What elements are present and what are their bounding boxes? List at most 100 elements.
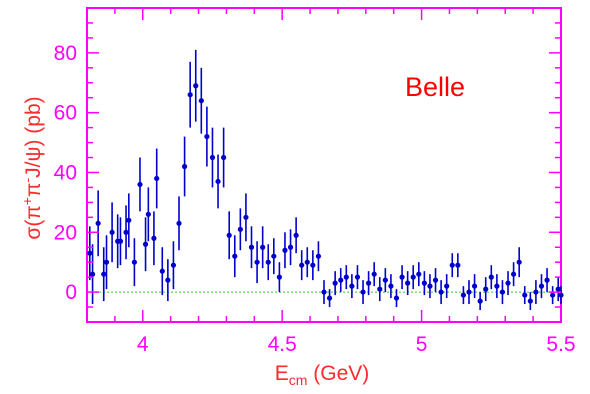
x-axis-title-rest: (GeV) bbox=[307, 362, 369, 385]
data-marker bbox=[326, 295, 333, 301]
data-marker bbox=[299, 262, 305, 268]
data-marker bbox=[187, 92, 193, 98]
data-point bbox=[522, 286, 528, 305]
data-point bbox=[101, 247, 107, 302]
data-marker bbox=[449, 262, 455, 268]
data-marker bbox=[198, 98, 204, 104]
data-marker bbox=[527, 298, 533, 304]
data-point bbox=[371, 262, 377, 287]
data-marker bbox=[388, 283, 394, 289]
data-point bbox=[366, 271, 372, 296]
data-point bbox=[338, 268, 344, 293]
data-marker bbox=[315, 253, 322, 259]
data-point bbox=[332, 271, 338, 296]
data-point bbox=[248, 226, 255, 269]
data-marker bbox=[444, 283, 450, 289]
data-marker bbox=[142, 241, 149, 247]
data-marker bbox=[416, 271, 422, 277]
data-marker bbox=[516, 259, 522, 265]
data-marker bbox=[293, 232, 299, 238]
data-marker bbox=[538, 283, 545, 289]
data-point bbox=[421, 271, 427, 296]
data-point bbox=[388, 274, 394, 299]
data-point bbox=[170, 241, 177, 290]
data-point bbox=[254, 241, 260, 284]
data-point bbox=[198, 67, 204, 134]
data-point bbox=[494, 274, 500, 299]
data-marker bbox=[101, 271, 107, 277]
annotation-belle: Belle bbox=[405, 72, 465, 102]
data-marker bbox=[483, 286, 489, 292]
data-point bbox=[237, 208, 243, 251]
data-point bbox=[165, 259, 171, 302]
data-marker bbox=[151, 235, 157, 241]
plot-frame bbox=[86, 7, 562, 323]
data-point bbox=[405, 271, 411, 296]
data-point bbox=[455, 253, 461, 278]
data-marker bbox=[505, 280, 511, 286]
data-point bbox=[282, 232, 288, 269]
data-point bbox=[505, 271, 511, 296]
data-marker bbox=[421, 280, 427, 286]
data-point bbox=[232, 235, 238, 278]
data-point bbox=[416, 262, 422, 287]
data-point bbox=[193, 49, 199, 122]
data-point bbox=[555, 277, 561, 302]
data-point bbox=[226, 211, 232, 260]
data-point bbox=[159, 247, 165, 296]
data-marker bbox=[89, 271, 96, 277]
data-point bbox=[260, 226, 266, 269]
data-point bbox=[460, 286, 467, 305]
y-axis-ticks: 0 20 40 60 80 bbox=[54, 22, 561, 323]
data-point bbox=[510, 262, 517, 287]
data-marker bbox=[117, 238, 124, 244]
data-point bbox=[142, 217, 149, 272]
data-marker bbox=[109, 229, 115, 235]
data-point bbox=[321, 280, 327, 305]
data-point bbox=[499, 280, 506, 305]
data-marker bbox=[243, 214, 249, 220]
data-marker bbox=[131, 259, 137, 265]
x-tick-label: 4.5 bbox=[268, 333, 297, 356]
data-point bbox=[204, 106, 210, 167]
data-point bbox=[516, 247, 522, 278]
data-marker bbox=[181, 163, 188, 170]
data-point bbox=[145, 187, 151, 242]
data-point bbox=[538, 274, 545, 299]
data-marker bbox=[304, 259, 310, 265]
data-point bbox=[209, 127, 216, 188]
y-tick-label: 80 bbox=[54, 42, 77, 65]
data-point bbox=[377, 277, 383, 302]
y-tick-label: 60 bbox=[54, 102, 77, 125]
data-point bbox=[444, 274, 450, 299]
data-point bbox=[410, 265, 416, 290]
data-marker bbox=[477, 298, 483, 304]
data-marker bbox=[95, 220, 101, 226]
y-axis-title-sup2: - bbox=[19, 178, 35, 183]
data-point bbox=[466, 280, 472, 305]
y-tick-label: 0 bbox=[65, 281, 77, 304]
data-marker bbox=[137, 181, 143, 188]
data-marker bbox=[499, 289, 506, 295]
data-marker bbox=[349, 283, 355, 289]
data-point bbox=[326, 289, 333, 308]
data-marker bbox=[271, 253, 277, 259]
data-marker bbox=[165, 277, 171, 283]
data-marker bbox=[332, 280, 338, 286]
data-point bbox=[287, 229, 294, 266]
data-marker bbox=[276, 274, 282, 280]
data-marker bbox=[399, 274, 405, 280]
data-marker bbox=[159, 268, 165, 274]
data-marker bbox=[432, 277, 439, 283]
data-point bbox=[349, 274, 355, 299]
data-marker bbox=[466, 289, 472, 295]
data-point bbox=[399, 265, 405, 290]
data-point bbox=[382, 268, 388, 293]
data-marker bbox=[193, 83, 199, 89]
data-points bbox=[87, 49, 564, 311]
data-marker bbox=[550, 292, 556, 298]
data-point bbox=[137, 157, 143, 212]
x-axis-ticks: 4 4.5 5 5.5 bbox=[86, 8, 576, 356]
data-point bbox=[131, 238, 137, 287]
